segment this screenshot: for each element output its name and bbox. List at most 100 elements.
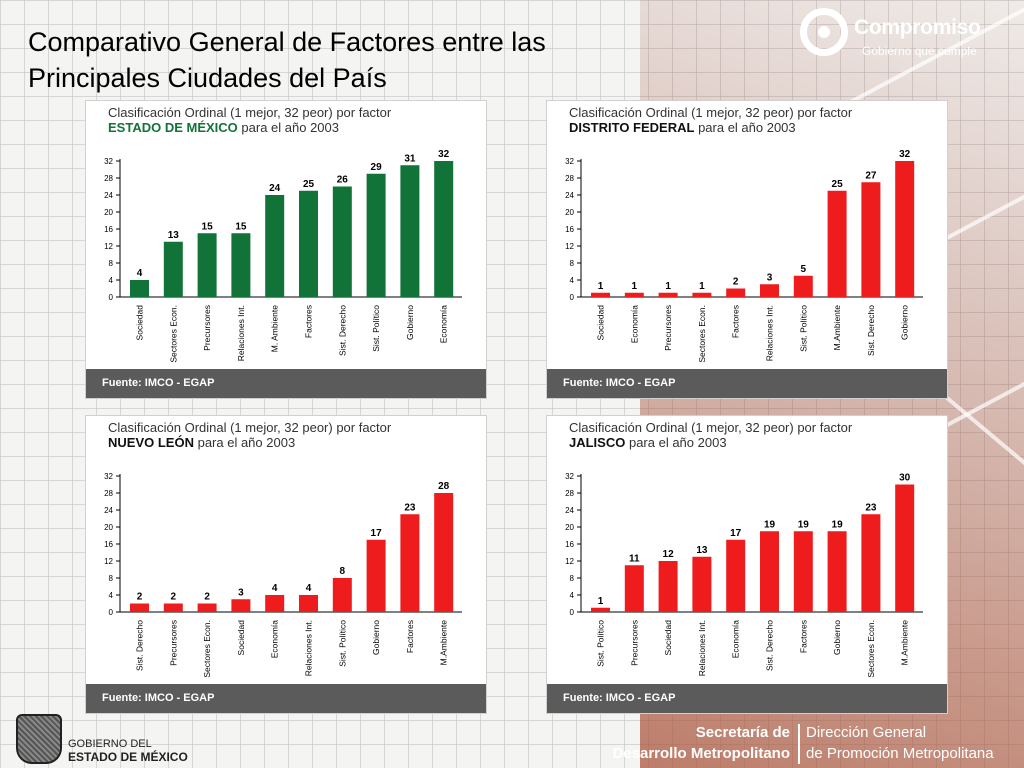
bar <box>895 161 915 297</box>
category-label: Sociedad <box>236 620 246 656</box>
category-label: M.Ambiente <box>439 620 449 666</box>
bar <box>400 165 420 297</box>
category-label: Factores <box>798 620 808 653</box>
y-tick-label: 0 <box>109 293 114 302</box>
y-tick-label: 28 <box>104 174 113 183</box>
y-tick-label: 8 <box>109 259 114 268</box>
gobierno-estado-mexico-logo: GOBIERNO DEL ESTADO DE MÉXICO <box>16 714 216 764</box>
bar-value-label: 4 <box>306 583 312 594</box>
category-label: Precursores <box>202 305 212 351</box>
bar-value-label: 1 <box>598 281 604 292</box>
bar-value-label: 24 <box>269 183 281 194</box>
bar <box>658 292 678 297</box>
bar-value-label: 25 <box>303 179 315 190</box>
bar-value-label: 5 <box>801 264 807 275</box>
bar <box>265 595 285 612</box>
bar <box>332 578 352 612</box>
bar-value-label: 28 <box>438 481 450 492</box>
bar <box>827 190 847 297</box>
bar <box>861 514 881 612</box>
slide-title-line2: Principales Ciudades del País <box>28 63 387 93</box>
y-tick-label: 0 <box>570 608 575 617</box>
y-tick-label: 32 <box>565 157 574 166</box>
bar <box>130 603 149 612</box>
y-tick-label: 24 <box>104 191 113 200</box>
bar-value-label: 23 <box>404 502 416 513</box>
panel-header: Clasificación Ordinal (1 mejor, 32 peor)… <box>569 420 853 435</box>
secretaria-line2: Desarrollo Metropolitano <box>612 745 790 762</box>
bar-value-label: 19 <box>764 519 776 530</box>
panel-source-bar: Fuente: IMCO - EGAP <box>547 684 947 713</box>
chart-panel-distrito-federal: Clasificación Ordinal (1 mejor, 32 peor)… <box>546 100 948 399</box>
category-label: Factores <box>731 305 741 338</box>
bar <box>197 603 217 612</box>
y-tick-label: 20 <box>565 523 574 532</box>
bar-value-label: 4 <box>272 583 278 594</box>
panel-state: DISTRITO FEDERAL <box>569 120 695 135</box>
panel-state: JALISCO <box>569 435 626 450</box>
panel-year: para el año 2003 <box>197 435 296 450</box>
bar <box>366 539 386 612</box>
y-tick-label: 8 <box>570 259 575 268</box>
category-label: Sectores Econ. <box>697 305 707 363</box>
category-label: Sectores Econ. <box>866 620 876 678</box>
bar <box>299 190 318 297</box>
y-tick-label: 16 <box>565 540 574 549</box>
bar-value-label: 25 <box>832 179 844 190</box>
bar <box>591 292 610 297</box>
bar-value-label: 13 <box>696 545 708 556</box>
y-tick-label: 4 <box>570 591 575 600</box>
category-label: Relaciones Int. <box>304 620 314 676</box>
bar <box>726 539 746 612</box>
secretaria-footer: Secretaría de Desarrollo Metropolitano D… <box>572 722 1012 768</box>
bar <box>658 561 678 612</box>
bar <box>163 241 183 297</box>
bar-value-label: 32 <box>438 149 450 160</box>
y-tick-label: 12 <box>565 242 574 251</box>
panel-source: Fuente: IMCO - EGAP <box>102 377 215 389</box>
bar-chart-jalisco: 0 4 8 12 16 20 24 28 32 1 Sist. Político 11 Precurso… <box>565 472 923 678</box>
category-label: Sociedad <box>135 305 145 341</box>
state-seal-icon <box>16 714 62 764</box>
category-label: Relaciones Int. <box>236 305 246 361</box>
footer-divider <box>798 724 800 764</box>
bar-value-label: 32 <box>899 149 911 160</box>
bar-value-label: 2 <box>171 592 177 603</box>
bar-value-label: 1 <box>665 281 671 292</box>
y-tick-label: 16 <box>565 225 574 234</box>
panel-state: ESTADO DE MÉXICO <box>108 120 238 135</box>
bar <box>591 607 610 612</box>
category-label: M.Ambiente <box>832 305 842 351</box>
bar-value-label: 17 <box>371 528 383 539</box>
bar-value-label: 27 <box>865 170 877 181</box>
bar <box>624 292 644 297</box>
category-label: Economía <box>731 620 741 659</box>
y-tick-label: 16 <box>104 540 113 549</box>
panel-source: Fuente: IMCO - EGAP <box>563 377 676 389</box>
direccion-line1: Dirección General <box>806 724 927 741</box>
bar-value-label: 3 <box>238 587 244 598</box>
bar <box>793 275 813 297</box>
category-label: Gobierno <box>900 305 910 340</box>
bar-chart-estado-de-mexico: 0 4 8 12 16 20 24 28 32 4 Sociedad 13 Sectores Econ.… <box>104 149 462 363</box>
bar-value-label: 1 <box>598 596 604 607</box>
panel-source-bar: Fuente: IMCO - EGAP <box>547 369 947 398</box>
panel-year: para el año 2003 <box>698 120 796 135</box>
bar <box>231 599 251 612</box>
category-label: Precursores <box>168 620 178 666</box>
category-label: Economía <box>439 305 449 344</box>
bar-value-label: 2 <box>733 277 739 288</box>
category-label: Sociedad <box>663 620 673 656</box>
bar-value-label: 19 <box>798 519 810 530</box>
category-label: Factores <box>405 620 415 653</box>
bar-value-label: 30 <box>899 473 911 484</box>
y-tick-label: 12 <box>104 557 113 566</box>
category-label: Sist. Derecho <box>866 305 876 356</box>
bar <box>130 280 149 297</box>
y-tick-label: 8 <box>570 574 575 583</box>
category-label: Sist. Derecho <box>337 305 347 356</box>
y-tick-label: 4 <box>570 276 575 285</box>
compromiso-logo-icon <box>800 8 848 56</box>
bar <box>624 565 644 612</box>
